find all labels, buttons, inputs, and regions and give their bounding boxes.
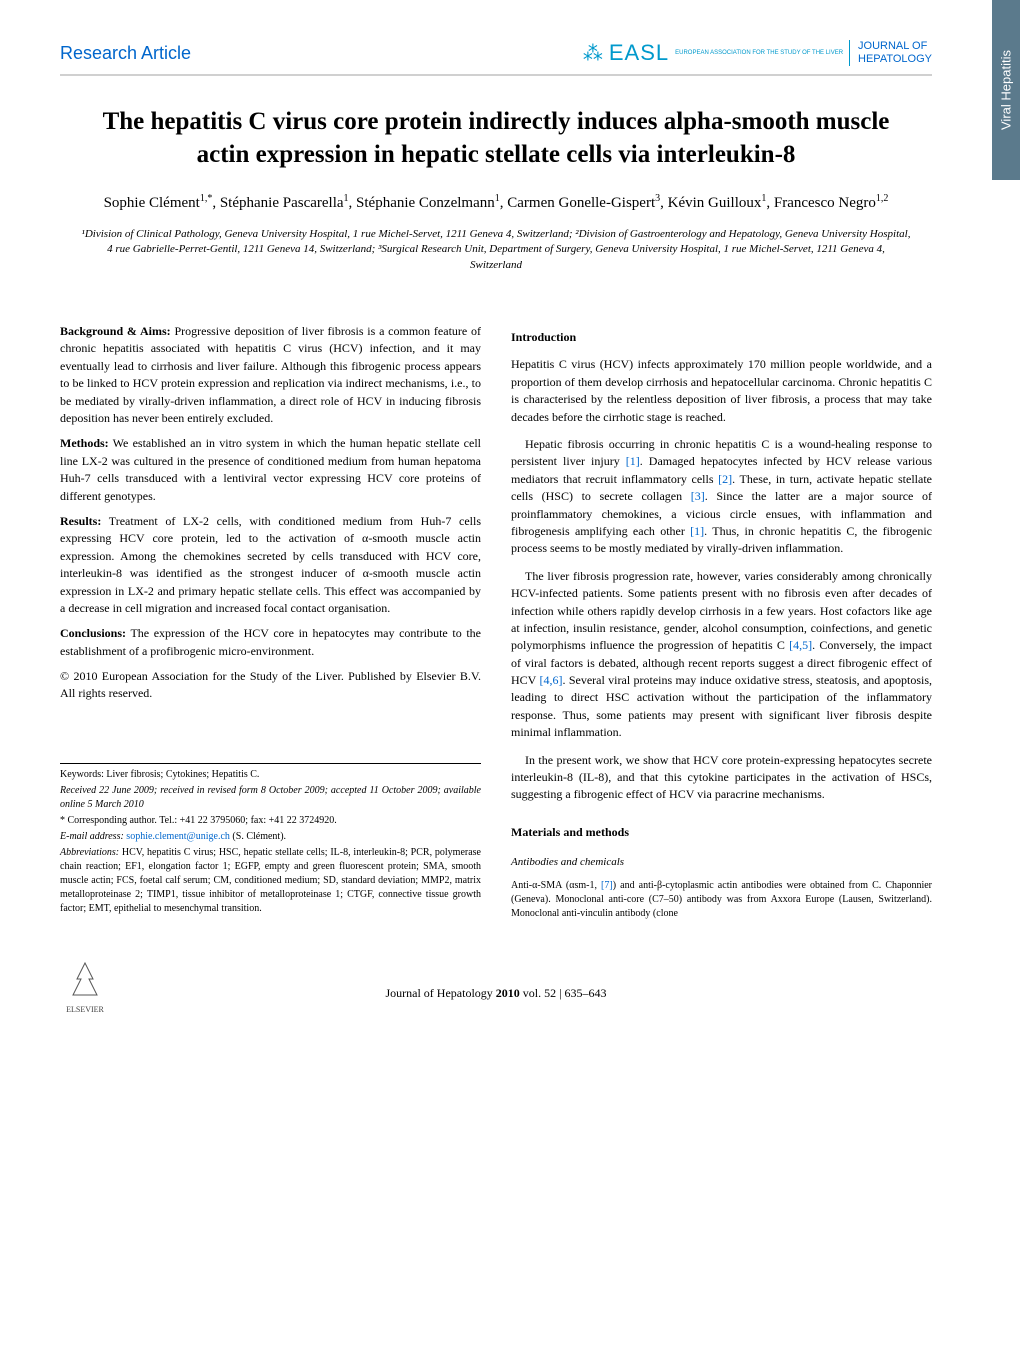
abstract-results: Results: Treatment of LX-2 cells, with c… [60, 513, 481, 617]
affiliations: ¹Division of Clinical Pathology, Geneva … [80, 227, 912, 273]
mm-heading: Materials and methods [511, 824, 932, 841]
footnotes: Keywords: Liver fibrosis; Cytokines; Hep… [60, 763, 481, 916]
journal-line1: JOURNAL OF [858, 40, 927, 52]
footer-citation: Journal of Hepatology 2010 vol. 52 | 635… [110, 986, 882, 1011]
journal-line2: HEPATOLOGY [858, 53, 932, 65]
right-column: Introduction Hepatitis C virus (HCV) inf… [511, 323, 932, 921]
header-bar: Research Article ⁂ EASL EUROPEAN ASSOCIA… [60, 40, 932, 76]
article-type: Research Article [60, 43, 191, 64]
ref-7[interactable]: [7] [601, 880, 613, 891]
corresponding-author: * Corresponding author. Tel.: +41 22 379… [60, 814, 481, 828]
email-author: (S. Clément). [230, 831, 286, 842]
journal-logo: ⁂ EASL EUROPEAN ASSOCIATION FOR THE STUD… [583, 40, 932, 66]
conclusions-label: Conclusions: [60, 626, 126, 640]
received-dates: Received 22 June 2009; received in revis… [60, 784, 481, 812]
elsevier-tree-icon [65, 961, 105, 1005]
mm-p1: Anti-α-SMA (αsm-1, [7]) and anti-β-cytop… [511, 879, 932, 921]
abstract-methods: Methods: We established an in vitro syst… [60, 435, 481, 505]
two-column-body: Background & Aims: Progressive depositio… [60, 323, 932, 921]
mm-sub1: Antibodies and chemicals [511, 855, 932, 871]
email-link[interactable]: sophie.clement@unige.ch [126, 831, 230, 842]
p3c: . Several viral proteins may induce oxid… [511, 673, 932, 739]
results-text: Treatment of LX-2 cells, with conditione… [60, 514, 481, 615]
abstract-conclusions: Conclusions: The expression of the HCV c… [60, 625, 481, 660]
ref-45[interactable]: [4,5] [789, 638, 812, 652]
methods-text: We established an in vitro system in whi… [60, 436, 481, 502]
cite-c: vol. 52 | 635–643 [520, 986, 607, 1000]
email-line: E-mail address: sophie.clement@unige.ch … [60, 830, 481, 844]
intro-p3: The liver fibrosis progression rate, how… [511, 568, 932, 742]
intro-p2: Hepatic fibrosis occurring in chronic he… [511, 436, 932, 558]
easl-dots-icon: ⁂ [583, 41, 603, 66]
keywords: Keywords: Liver fibrosis; Cytokines; Hep… [60, 768, 481, 782]
copyright: © 2010 European Association for the Stud… [60, 668, 481, 703]
article-title: The hepatitis C virus core protein indir… [100, 106, 892, 171]
methods-label: Methods: [60, 436, 109, 450]
page: Research Article ⁂ EASL EUROPEAN ASSOCIA… [0, 0, 992, 1041]
bg-text: Progressive deposition of liver fibrosis… [60, 324, 481, 425]
cite-year: 2010 [496, 986, 520, 1000]
elsevier-text: ELSEVIER [66, 1005, 104, 1014]
side-tab: Viral Hepatitis [992, 0, 1020, 180]
ref-3[interactable]: [3] [691, 489, 705, 503]
abbrev-label: Abbreviations: [60, 847, 122, 858]
easl-subtitle: EUROPEAN ASSOCIATION FOR THE STUDY OF TH… [675, 50, 843, 57]
results-label: Results: [60, 514, 101, 528]
abstract-background: Background & Aims: Progressive depositio… [60, 323, 481, 427]
ref-1[interactable]: [1] [626, 454, 640, 468]
abbreviations: Abbreviations: HCV, hepatitis C virus; H… [60, 846, 481, 916]
ref-2[interactable]: [2] [718, 472, 732, 486]
intro-p1: Hepatitis C virus (HCV) infects approxim… [511, 356, 932, 426]
ref-1b[interactable]: [1] [690, 524, 704, 538]
mm-p1a: Anti-α-SMA (αsm-1, [511, 880, 601, 891]
ref-46[interactable]: [4,6] [539, 673, 562, 687]
bg-label: Background & Aims: [60, 324, 171, 338]
journal-name: JOURNAL OF HEPATOLOGY [849, 40, 932, 66]
footer: ELSEVIER Journal of Hepatology 2010 vol.… [60, 951, 932, 1011]
authors: Sophie Clément1,*, Stéphanie Pascarella1… [60, 191, 932, 215]
left-column: Background & Aims: Progressive depositio… [60, 323, 481, 921]
easl-text: EASL [609, 40, 669, 66]
intro-heading: Introduction [511, 329, 932, 346]
cite-a: Journal of Hepatology [385, 986, 495, 1000]
email-label: E-mail address: [60, 831, 126, 842]
abbrev-text: HCV, hepatitis C virus; HSC, hepatic ste… [60, 847, 481, 914]
intro-p4: In the present work, we show that HCV co… [511, 752, 932, 804]
elsevier-logo: ELSEVIER [60, 961, 110, 1011]
